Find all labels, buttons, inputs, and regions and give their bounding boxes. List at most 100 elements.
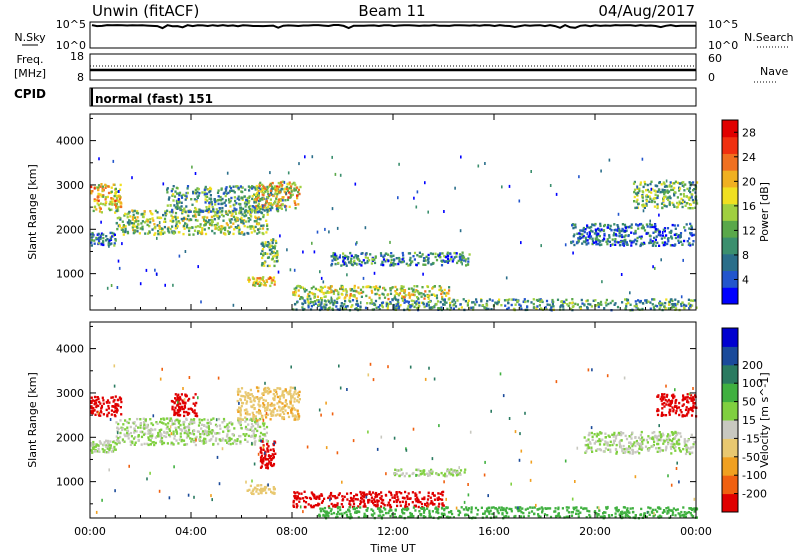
power-echo-cell: [94, 205, 97, 208]
power-echo-cell: [197, 210, 200, 214]
velocity-echo-cell: [254, 396, 257, 399]
power-echo-cell: [245, 198, 248, 202]
power-echo-cell: [394, 296, 397, 299]
power-noise-point: [449, 304, 451, 308]
velocity-echo-cell: [117, 440, 120, 443]
power-echo-cell: [240, 216, 243, 219]
power-echo-cell: [620, 233, 623, 237]
velocity-echo-cell: [303, 490, 306, 493]
power-noise-point: [530, 170, 532, 173]
power-echo-cell: [381, 292, 384, 296]
power-echo-cell: [358, 292, 361, 295]
power-echo-cell: [385, 258, 388, 262]
velocity-echo-cell: [105, 439, 108, 442]
velocity-echo-cell: [295, 506, 298, 509]
power-echo-cell: [668, 184, 671, 187]
power-echo-cell: [251, 197, 254, 201]
power-echo-cell: [649, 182, 652, 186]
velocity-echo-cell: [185, 426, 188, 429]
velocity-echo-cell: [199, 433, 202, 436]
velocity-echo-cell: [346, 515, 349, 519]
power-noise-point: [332, 302, 334, 306]
power-echo-cell: [258, 183, 261, 186]
power-echo-cell: [249, 225, 252, 228]
power-echo-cell: [443, 260, 446, 263]
velocity-echo-cell: [670, 443, 673, 446]
power-echo-cell: [257, 223, 260, 226]
velocity-echo-cell: [219, 427, 222, 430]
power-echo-cell: [670, 188, 673, 192]
power-echo-cell: [612, 234, 615, 237]
power-echo-cell: [440, 264, 444, 267]
power-echo-cell: [334, 257, 337, 260]
power-echo-cell: [660, 183, 663, 186]
power-echo-cell: [307, 302, 310, 305]
power-echo-cell: [402, 260, 405, 263]
velocity-echo-cell: [251, 411, 254, 415]
power-echo-cell: [243, 195, 246, 198]
power-echo-cell: [151, 228, 154, 231]
power-echo-cell: [279, 189, 282, 192]
velocity-echo-cell: [381, 510, 384, 513]
velocity-echo-cell: [185, 436, 189, 439]
velocity-echo-cell: [465, 508, 468, 511]
power-echo-cell: [100, 195, 103, 198]
velocity-echo-cell: [580, 506, 583, 509]
velocity-echo-cell: [142, 417, 145, 420]
velocity-echo-cell: [440, 506, 444, 510]
power-noise-point: [629, 291, 631, 295]
power-noise-point: [304, 155, 306, 159]
velocity-echo-cell: [407, 503, 410, 506]
velocity-echo-cell: [181, 407, 184, 411]
power-echo-cell: [158, 231, 161, 234]
power-echo-cell: [654, 304, 657, 307]
power-echo-cell: [538, 304, 541, 307]
power-echo-cell: [579, 305, 582, 309]
velocity-echo-cell: [393, 472, 396, 475]
power-echo-cell: [682, 192, 685, 196]
power-echo-cell: [516, 299, 519, 303]
power-echo-cell: [153, 223, 156, 226]
power-noise-point: [549, 184, 552, 187]
power-echo-cell: [286, 189, 289, 193]
power-echo-cell: [235, 185, 238, 188]
power-echo-cell: [180, 205, 183, 208]
velocity-echo-cell: [182, 423, 185, 426]
power-echo-cell: [597, 242, 600, 246]
velocity-echo-cell: [426, 507, 429, 510]
velocity-echo-cell: [145, 426, 148, 429]
velocity-echo-cell: [598, 438, 601, 441]
power-noise-point: [197, 231, 199, 235]
power-echo-cell: [151, 217, 154, 220]
power-panel-background: [90, 114, 696, 310]
velocity-echo-cell: [374, 495, 377, 499]
power-echo-cell: [597, 305, 600, 309]
velocity-echo-cell: [236, 399, 239, 403]
velocity-echo-cell: [165, 432, 168, 435]
power-echo-cell: [365, 294, 368, 298]
power-echo-cell: [463, 259, 466, 262]
power-echo-cell: [439, 300, 442, 304]
power-echo-cell: [684, 204, 687, 207]
velocity-echo-cell: [127, 432, 130, 436]
velocity-echo-cell: [297, 412, 300, 416]
velocity-echo-cell: [432, 494, 436, 497]
power-echo-cell: [317, 288, 320, 291]
power-echo-cell: [614, 243, 617, 246]
velocity-echo-cell: [132, 437, 136, 440]
power-echo-cell: [581, 302, 584, 305]
velocity-echo-cell: [446, 468, 449, 471]
power-echo-cell: [90, 190, 93, 193]
velocity-echo-cell: [295, 392, 298, 396]
velocity-echo-cell: [396, 495, 399, 499]
power-echo-cell: [344, 254, 347, 258]
power-echo-cell: [586, 226, 589, 229]
velocity-echo-cell: [426, 472, 429, 475]
power-echo-cell: [91, 190, 94, 193]
velocity-echo-cell: [403, 512, 406, 515]
velocity-echo-cell: [256, 488, 259, 491]
velocity-echo-cell: [429, 502, 432, 505]
velocity-echo-cell: [399, 504, 402, 507]
power-echo-cell: [670, 185, 673, 188]
power-echo-cell: [256, 193, 259, 196]
